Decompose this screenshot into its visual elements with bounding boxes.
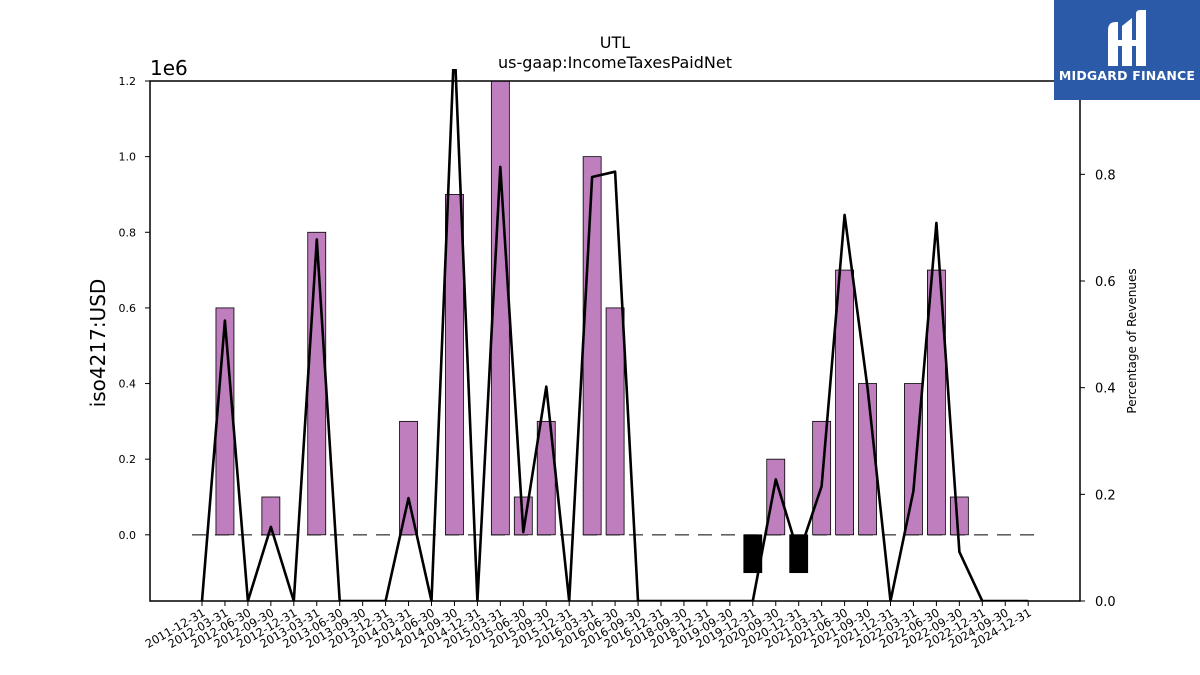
bar-2014-03-31 — [399, 420, 418, 536]
y-tick-label-2: 0.4 — [119, 378, 137, 391]
y2-tick-label-2: 0.4 — [1095, 382, 1116, 397]
axes-layer: 0.00.20.40.60.81.01.20.00.20.40.60.82011… — [119, 75, 1116, 651]
y-axis-label: iso4217:USD — [86, 279, 110, 408]
bar-2022-03-31 — [904, 383, 923, 536]
y2-tick-label-3: 0.6 — [1095, 275, 1116, 290]
chart-subtitle: us-gaap:IncomeTaxesPaidNet — [498, 53, 732, 72]
midgard-logo-icon — [1108, 10, 1146, 66]
line-layer — [200, 69, 1029, 601]
y-tick-label-6: 1.2 — [119, 75, 137, 88]
y2-tick-label-1: 0.2 — [1095, 488, 1116, 503]
bar-2021-09-30 — [858, 383, 877, 536]
y-tick-label-3: 0.6 — [119, 302, 137, 315]
midgard-finance-logo: MIDGARD FINANCE — [1054, 0, 1200, 100]
bar-2020-09-30 — [766, 458, 786, 536]
y2-tick-label-4: 0.8 — [1095, 168, 1116, 183]
y-offset-label: 1e6 — [150, 56, 188, 80]
bar-2022-09-30 — [949, 496, 969, 536]
bar-2021-06-30 — [835, 269, 854, 536]
y-tick-label-1: 0.2 — [119, 453, 137, 466]
bar-2012-03-31 — [215, 307, 235, 536]
percentage-line — [200, 69, 1029, 601]
y-tick-label-0: 0.0 — [119, 529, 137, 542]
bars-layer — [215, 80, 969, 574]
logo-text: MIDGARD FINANCE — [1058, 68, 1196, 83]
bar-2022-06-30 — [927, 269, 946, 536]
bar-2012-09-30 — [261, 496, 281, 536]
y-tick-label-4: 0.8 — [119, 226, 137, 239]
y-tick-label-5: 1.0 — [119, 151, 137, 164]
y2-tick-label-0: 0.0 — [1095, 595, 1116, 610]
chart-title: UTL — [600, 33, 630, 52]
bar-2016-06-30 — [605, 307, 625, 536]
bar-2016-03-31 — [582, 156, 602, 536]
y2-axis-label: Percentage of Revenues — [1125, 268, 1139, 413]
bar-2013-03-31 — [307, 231, 327, 536]
bar-2014-09-30 — [445, 194, 464, 536]
